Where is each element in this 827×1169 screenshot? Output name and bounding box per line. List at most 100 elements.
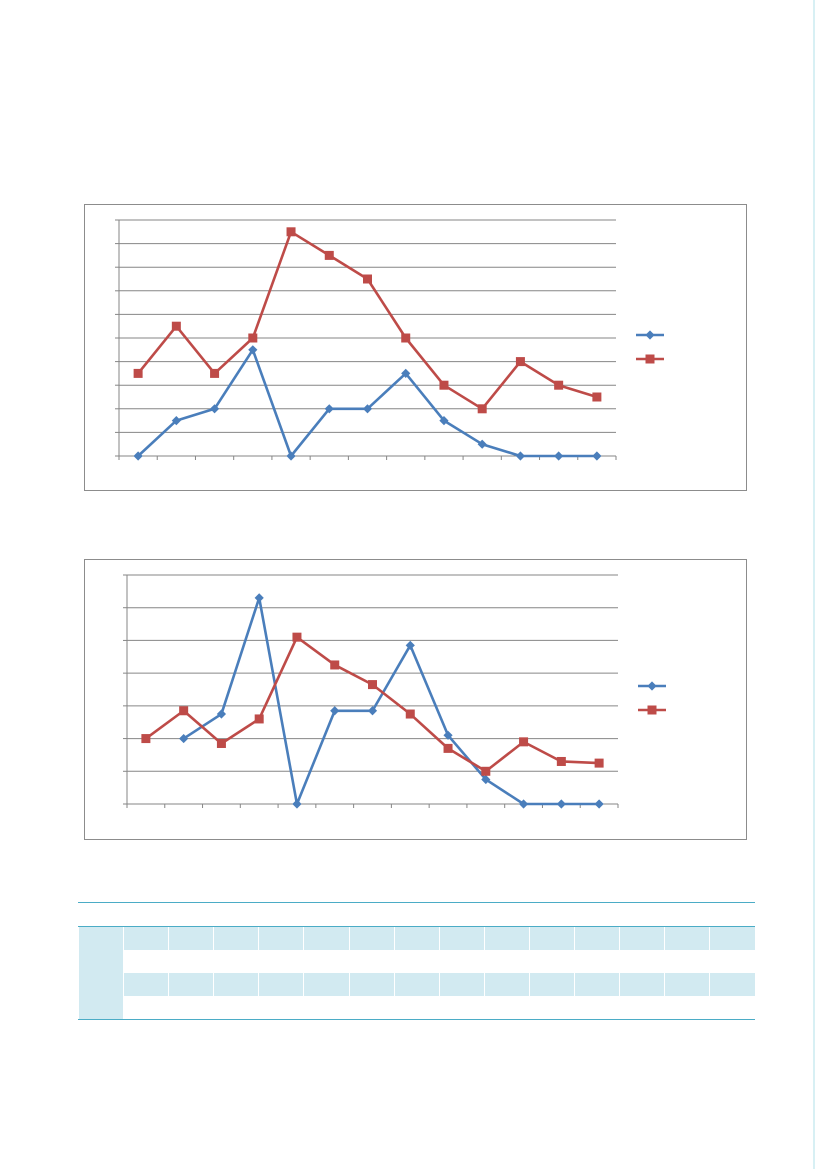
table-cell <box>303 926 350 950</box>
series-2 <box>133 227 602 414</box>
table-cell <box>348 950 395 973</box>
page-edge-rule <box>813 0 815 1169</box>
data-point-diamond <box>324 404 334 414</box>
table-cell <box>438 950 485 973</box>
data-point-diamond <box>594 799 604 809</box>
table-cell <box>438 902 485 927</box>
data-point-square <box>171 321 181 331</box>
data-point-square <box>592 392 602 402</box>
data-point-square <box>554 380 564 390</box>
table-cell <box>213 902 259 927</box>
series-1-line <box>182 596 600 806</box>
table-cell <box>303 973 350 996</box>
data-point-square <box>515 357 525 367</box>
data-point-diamond <box>254 593 264 603</box>
table-cell <box>168 926 214 950</box>
table-cell <box>348 996 395 1020</box>
data-point-square <box>443 743 453 753</box>
table-cell <box>709 926 755 950</box>
data-table <box>77 902 755 1020</box>
table-cell <box>168 996 214 1020</box>
table-cell <box>258 973 304 996</box>
data-point-diamond <box>556 799 566 809</box>
table-cell <box>123 902 169 927</box>
table-cell <box>664 950 710 973</box>
legend-marker-square <box>645 354 655 364</box>
table-cell <box>123 950 169 973</box>
table-cell <box>664 973 710 996</box>
series-2-line <box>137 230 598 411</box>
chart-2-gridlines <box>123 574 618 805</box>
data-point-square <box>477 404 487 414</box>
table-cell <box>168 973 214 996</box>
table-cell <box>77 973 124 996</box>
data-point-square <box>141 734 151 744</box>
table-cell <box>483 926 530 950</box>
table-cell <box>528 926 575 950</box>
table-cell <box>619 973 665 996</box>
table-cell <box>168 902 214 927</box>
table-cell <box>77 902 124 927</box>
table-cell <box>213 973 259 996</box>
table-cell <box>574 902 620 927</box>
table-cell <box>77 950 124 973</box>
table-cell <box>168 950 214 973</box>
data-point-square <box>292 632 302 642</box>
data-point-square <box>401 333 411 343</box>
line-chart-2 <box>84 559 747 840</box>
data-point-diamond <box>330 706 340 716</box>
table-cell <box>258 902 304 927</box>
table-cell <box>258 926 304 950</box>
table-cell <box>574 950 620 973</box>
data-point-square <box>330 660 340 670</box>
table-cell <box>348 902 395 927</box>
table-cell <box>303 996 350 1020</box>
data-point-square <box>179 706 189 716</box>
table-cell <box>483 996 530 1020</box>
table-cell <box>123 926 169 950</box>
chart-1-legend <box>636 330 664 364</box>
data-point-square <box>405 709 415 719</box>
data-point-diamond <box>515 451 526 461</box>
table-cell <box>77 996 124 1020</box>
data-point-diamond <box>133 451 143 461</box>
table-row <box>77 902 755 927</box>
table-row <box>77 973 755 996</box>
table-row <box>77 996 755 1020</box>
table-cell <box>664 902 710 927</box>
table-cell <box>348 926 395 950</box>
data-point-square <box>286 227 296 237</box>
data-point-diamond <box>518 799 529 809</box>
table-cell <box>393 926 440 950</box>
table-cell <box>574 973 620 996</box>
table-cell <box>123 973 169 996</box>
table-cell <box>438 996 485 1020</box>
data-point-diamond <box>362 404 373 414</box>
legend-marker-square <box>647 705 657 715</box>
legend-marker-diamond <box>647 681 657 691</box>
table-cell <box>77 926 124 950</box>
data-point-diamond <box>292 799 302 809</box>
data-point-square <box>439 380 449 390</box>
data-point-diamond <box>216 709 227 719</box>
table-row <box>77 950 755 973</box>
table-cell <box>393 950 440 973</box>
table-cell <box>483 950 530 973</box>
table-cell <box>348 973 395 996</box>
line-chart-1-canvas <box>115 219 664 461</box>
table-cell <box>619 950 665 973</box>
data-point-square <box>254 714 264 724</box>
table-cell <box>709 973 755 996</box>
table-cell <box>619 902 665 927</box>
table-cell <box>393 996 440 1020</box>
data-point-square <box>363 274 372 284</box>
table-cell <box>528 902 575 927</box>
data-point-square <box>519 737 529 747</box>
table-cell <box>528 973 575 996</box>
table-cell <box>258 996 304 1020</box>
table-cell <box>213 950 259 973</box>
table-cell <box>438 926 485 950</box>
table-cell <box>123 996 169 1020</box>
line-chart-1 <box>84 204 747 491</box>
table-cell <box>483 902 530 927</box>
